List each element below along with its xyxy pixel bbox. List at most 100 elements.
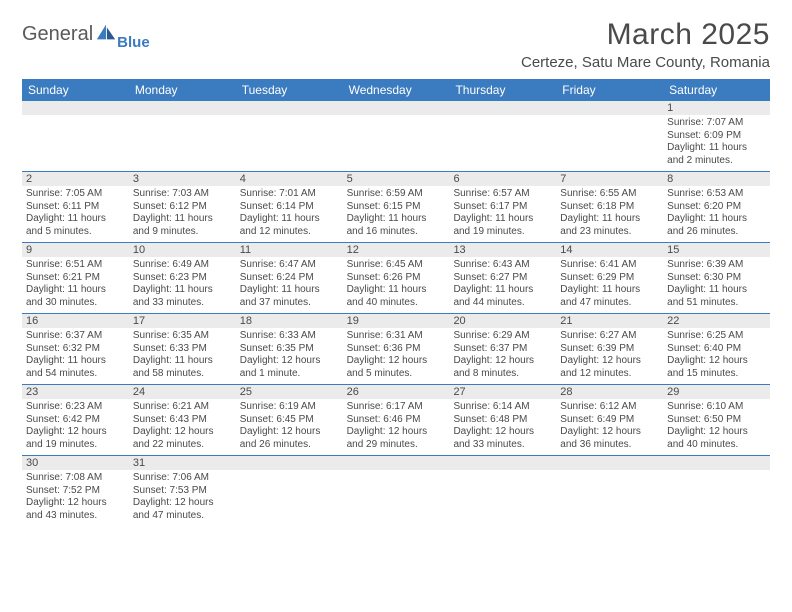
day-cell: Sunrise: 6:31 AMSunset: 6:36 PMDaylight:… <box>343 328 450 384</box>
day-line-dl1: Daylight: 12 hours <box>133 497 232 510</box>
day-cell: Sunrise: 6:43 AMSunset: 6:27 PMDaylight:… <box>449 257 556 313</box>
day-line-ss: Sunset: 6:20 PM <box>667 201 766 214</box>
day-cell: Sunrise: 6:41 AMSunset: 6:29 PMDaylight:… <box>556 257 663 313</box>
sail-icon <box>95 22 117 42</box>
day-line-ss: Sunset: 6:43 PM <box>133 414 232 427</box>
day-number: 24 <box>129 385 236 399</box>
day-number <box>236 101 343 115</box>
day-line-dl1: Daylight: 11 hours <box>667 142 766 155</box>
day-cell: Sunrise: 6:59 AMSunset: 6:15 PMDaylight:… <box>343 186 450 242</box>
day-number <box>556 456 663 470</box>
day-line-dl2: and 33 minutes. <box>453 439 552 452</box>
day-line-sr: Sunrise: 6:55 AM <box>560 188 659 201</box>
day-line-dl2: and 26 minutes. <box>667 226 766 239</box>
day-line-ss: Sunset: 6:21 PM <box>26 272 125 285</box>
day-number: 23 <box>22 385 129 399</box>
day-line-dl2: and 19 minutes. <box>26 439 125 452</box>
day-line-dl2: and 15 minutes. <box>667 368 766 381</box>
day-line-ss: Sunset: 6:37 PM <box>453 343 552 356</box>
day-number: 14 <box>556 243 663 257</box>
day-line-sr: Sunrise: 6:35 AM <box>133 330 232 343</box>
day-cell: Sunrise: 6:55 AMSunset: 6:18 PMDaylight:… <box>556 186 663 242</box>
day-of-week-row: SundayMondayTuesdayWednesdayThursdayFrid… <box>22 79 770 101</box>
day-line-ss: Sunset: 6:46 PM <box>347 414 446 427</box>
day-number-row: 1 <box>22 101 770 115</box>
day-line-dl1: Daylight: 12 hours <box>667 426 766 439</box>
day-cell: Sunrise: 6:53 AMSunset: 6:20 PMDaylight:… <box>663 186 770 242</box>
day-number: 9 <box>22 243 129 257</box>
day-line-ss: Sunset: 6:29 PM <box>560 272 659 285</box>
day-line-ss: Sunset: 6:26 PM <box>347 272 446 285</box>
day-line-dl2: and 23 minutes. <box>560 226 659 239</box>
day-cell: Sunrise: 7:06 AMSunset: 7:53 PMDaylight:… <box>129 470 236 526</box>
day-line-dl2: and 58 minutes. <box>133 368 232 381</box>
day-line-sr: Sunrise: 7:07 AM <box>667 117 766 130</box>
day-number: 12 <box>343 243 450 257</box>
day-number <box>556 101 663 115</box>
day-cell: Sunrise: 6:17 AMSunset: 6:46 PMDaylight:… <box>343 399 450 455</box>
week-row: Sunrise: 6:51 AMSunset: 6:21 PMDaylight:… <box>22 257 770 314</box>
day-line-ss: Sunset: 6:12 PM <box>133 201 232 214</box>
day-line-ss: Sunset: 6:36 PM <box>347 343 446 356</box>
day-header: Sunday <box>22 79 129 101</box>
day-line-dl1: Daylight: 12 hours <box>26 426 125 439</box>
day-number: 28 <box>556 385 663 399</box>
day-line-dl1: Daylight: 11 hours <box>133 284 232 297</box>
day-header: Tuesday <box>236 79 343 101</box>
day-cell: Sunrise: 6:29 AMSunset: 6:37 PMDaylight:… <box>449 328 556 384</box>
day-header: Wednesday <box>343 79 450 101</box>
day-line-sr: Sunrise: 6:41 AM <box>560 259 659 272</box>
day-cell <box>556 115 663 171</box>
day-number <box>22 101 129 115</box>
day-line-sr: Sunrise: 7:05 AM <box>26 188 125 201</box>
day-number: 27 <box>449 385 556 399</box>
day-line-dl1: Daylight: 11 hours <box>453 213 552 226</box>
day-number-row: 16171819202122 <box>22 314 770 328</box>
day-line-ss: Sunset: 6:23 PM <box>133 272 232 285</box>
day-cell: Sunrise: 6:10 AMSunset: 6:50 PMDaylight:… <box>663 399 770 455</box>
day-line-dl2: and 47 minutes. <box>560 297 659 310</box>
day-header: Monday <box>129 79 236 101</box>
day-number <box>663 456 770 470</box>
day-line-sr: Sunrise: 6:17 AM <box>347 401 446 414</box>
day-line-dl2: and 1 minute. <box>240 368 339 381</box>
day-line-dl2: and 26 minutes. <box>240 439 339 452</box>
day-cell: Sunrise: 6:23 AMSunset: 6:42 PMDaylight:… <box>22 399 129 455</box>
day-line-sr: Sunrise: 7:06 AM <box>133 472 232 485</box>
day-line-sr: Sunrise: 6:23 AM <box>26 401 125 414</box>
day-line-dl1: Daylight: 11 hours <box>240 213 339 226</box>
day-number: 7 <box>556 172 663 186</box>
week-row: Sunrise: 6:23 AMSunset: 6:42 PMDaylight:… <box>22 399 770 456</box>
day-line-sr: Sunrise: 6:45 AM <box>347 259 446 272</box>
day-line-sr: Sunrise: 6:47 AM <box>240 259 339 272</box>
day-line-dl2: and 16 minutes. <box>347 226 446 239</box>
day-header: Thursday <box>449 79 556 101</box>
day-line-sr: Sunrise: 6:53 AM <box>667 188 766 201</box>
day-line-ss: Sunset: 6:45 PM <box>240 414 339 427</box>
day-line-ss: Sunset: 6:33 PM <box>133 343 232 356</box>
day-number-row: 9101112131415 <box>22 243 770 257</box>
title-block: March 2025 Certeze, Satu Mare County, Ro… <box>521 18 770 71</box>
day-line-dl2: and 54 minutes. <box>26 368 125 381</box>
day-line-sr: Sunrise: 6:59 AM <box>347 188 446 201</box>
day-cell: Sunrise: 6:35 AMSunset: 6:33 PMDaylight:… <box>129 328 236 384</box>
day-number: 18 <box>236 314 343 328</box>
day-line-dl1: Daylight: 11 hours <box>133 213 232 226</box>
day-line-ss: Sunset: 6:09 PM <box>667 130 766 143</box>
day-line-ss: Sunset: 6:27 PM <box>453 272 552 285</box>
day-cell: Sunrise: 7:05 AMSunset: 6:11 PMDaylight:… <box>22 186 129 242</box>
day-line-dl2: and 22 minutes. <box>133 439 232 452</box>
day-number <box>449 456 556 470</box>
day-line-dl2: and 5 minutes. <box>26 226 125 239</box>
day-cell: Sunrise: 6:21 AMSunset: 6:43 PMDaylight:… <box>129 399 236 455</box>
day-line-dl1: Daylight: 12 hours <box>453 426 552 439</box>
day-line-ss: Sunset: 6:15 PM <box>347 201 446 214</box>
day-number-row: 23242526272829 <box>22 385 770 399</box>
day-number <box>343 101 450 115</box>
day-line-sr: Sunrise: 6:29 AM <box>453 330 552 343</box>
day-cell: Sunrise: 6:27 AMSunset: 6:39 PMDaylight:… <box>556 328 663 384</box>
day-line-dl2: and 51 minutes. <box>667 297 766 310</box>
day-cell <box>343 115 450 171</box>
day-line-sr: Sunrise: 6:43 AM <box>453 259 552 272</box>
day-line-dl1: Daylight: 11 hours <box>453 284 552 297</box>
